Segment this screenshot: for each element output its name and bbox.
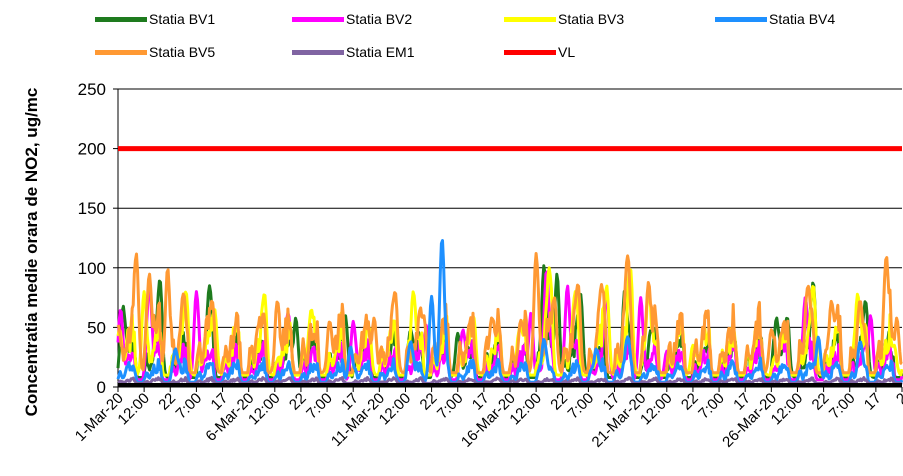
x-tick-label: 2: [893, 390, 903, 408]
x-tick-label: 7:00: [695, 390, 728, 423]
legend-label-bv1: Statia BV1: [149, 11, 216, 27]
legend-item-vl: VL: [504, 44, 575, 60]
legend-label-bv5: Statia BV5: [149, 44, 216, 60]
y-tick-label-200: 200: [78, 140, 106, 159]
legend-item-bv2: Statia BV2: [292, 11, 412, 27]
legend-swatch-bv2: [292, 16, 344, 22]
legend-swatch-bv5: [95, 49, 147, 55]
legend-label-bv4: Statia BV4: [769, 11, 836, 27]
legend-swatch-bv3: [504, 16, 556, 22]
y-tick-label-250: 250: [78, 80, 106, 99]
legend-label-vl: VL: [558, 44, 576, 60]
y-tick-label-100: 100: [78, 259, 106, 278]
x-tick-label: 7:00: [826, 390, 859, 423]
legend: Statia BV1 Statia BV2 Statia BV3 Statia …: [0, 0, 903, 80]
x-tick-label: 7:00: [303, 390, 336, 423]
x-tick-label: 17: [861, 390, 885, 414]
x-tick-label: 7:00: [565, 390, 598, 423]
legend-swatch-vl: [504, 49, 556, 55]
y-axis-tick-labels: 0 50 100 150 200 250: [78, 80, 119, 397]
legend-swatch-bv4: [715, 16, 767, 22]
legend-item-bv4: Statia BV4: [715, 11, 835, 27]
y-tick-label-0: 0: [97, 378, 106, 397]
y-axis-title: Concentratia medie orara de NO2, ug/mc: [22, 52, 42, 452]
legend-item-em1: Statia EM1: [292, 44, 414, 60]
legend-item-bv3: Statia BV3: [504, 11, 624, 27]
legend-swatch-em1: [292, 49, 344, 55]
series-line-statia-em1: [117, 375, 903, 385]
series-lines: [116, 146, 903, 387]
y-axis-title-text: Concentratia medie orara de NO2, ug/mc: [22, 87, 41, 417]
series-line-statia-bv4: [116, 239, 903, 384]
legend-item-bv5: Statia BV5: [95, 44, 215, 60]
legend-label-bv3: Statia BV3: [558, 11, 625, 27]
legend-label-em1: Statia EM1: [346, 44, 415, 60]
y-tick-label-50: 50: [87, 318, 106, 337]
series-line-statia-bv5: [116, 252, 903, 375]
x-tick-label: 7:00: [173, 390, 206, 423]
legend-swatch-bv1: [95, 16, 147, 22]
legend-item-bv1: Statia BV1: [95, 11, 215, 27]
x-tick-label: 7:00: [434, 390, 467, 423]
legend-label-bv2: Statia BV2: [346, 11, 413, 27]
y-tick-label-150: 150: [78, 199, 106, 218]
